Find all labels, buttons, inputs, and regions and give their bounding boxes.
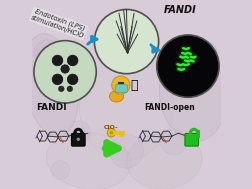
FancyBboxPatch shape <box>115 85 127 92</box>
Text: Endotoxin (LPS)
stimulation/HClO: Endotoxin (LPS) stimulation/HClO <box>29 8 87 40</box>
Circle shape <box>58 86 64 92</box>
Text: FANDI: FANDI <box>163 5 196 15</box>
Circle shape <box>194 42 216 64</box>
Circle shape <box>111 76 129 94</box>
Text: ClO-: ClO- <box>103 125 118 130</box>
Ellipse shape <box>159 47 225 142</box>
Text: 👍: 👍 <box>130 79 137 91</box>
Circle shape <box>34 40 60 66</box>
Ellipse shape <box>46 132 131 189</box>
Circle shape <box>68 121 90 144</box>
Circle shape <box>34 41 96 103</box>
Circle shape <box>94 9 158 74</box>
Circle shape <box>76 138 80 141</box>
FancyBboxPatch shape <box>71 133 85 146</box>
Circle shape <box>109 131 113 134</box>
Circle shape <box>107 129 115 137</box>
Circle shape <box>67 86 72 92</box>
Ellipse shape <box>23 34 78 136</box>
Circle shape <box>109 134 143 168</box>
Circle shape <box>61 65 69 73</box>
Ellipse shape <box>126 132 201 189</box>
Circle shape <box>156 35 218 97</box>
Circle shape <box>52 74 62 85</box>
Circle shape <box>160 129 186 155</box>
Circle shape <box>67 55 78 66</box>
Circle shape <box>52 55 62 66</box>
Ellipse shape <box>79 47 173 161</box>
Circle shape <box>67 74 78 85</box>
Text: FANDI-open: FANDI-open <box>144 103 195 112</box>
Circle shape <box>51 161 70 180</box>
Ellipse shape <box>109 91 123 102</box>
Text: FANDI: FANDI <box>36 103 67 112</box>
FancyBboxPatch shape <box>184 133 198 146</box>
